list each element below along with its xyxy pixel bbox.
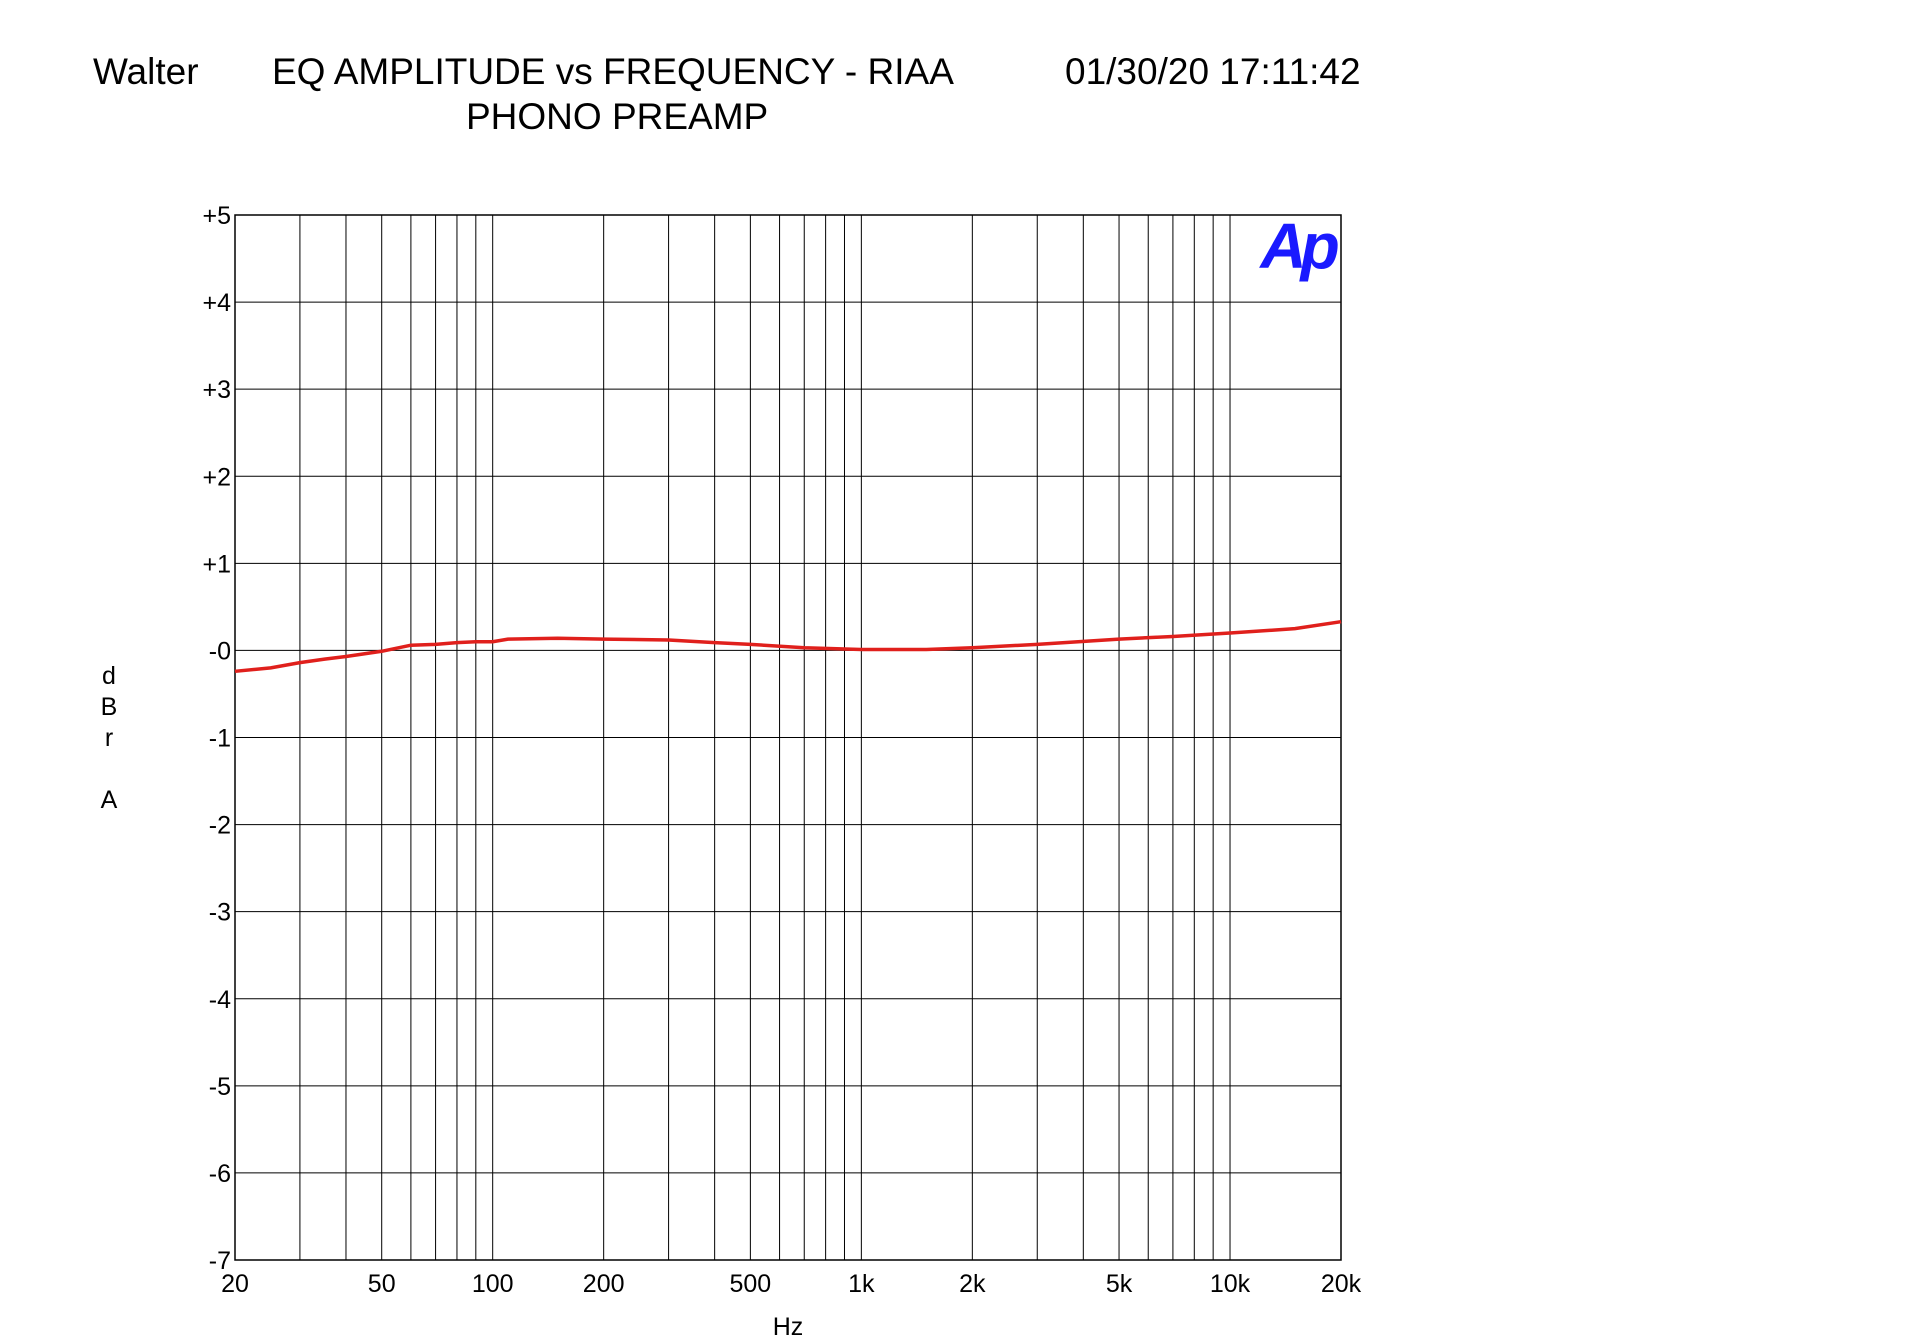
y-tick-label: +4 — [202, 289, 231, 317]
y-tick-label: +2 — [202, 463, 231, 491]
chart-title: EQ AMPLITUDE vs FREQUENCY - RIAA — [272, 51, 954, 92]
plot-frame — [234, 214, 1342, 1261]
y-tick-label: -5 — [209, 1073, 231, 1101]
logo: Ap — [1258, 210, 1338, 282]
y-tick-label: -3 — [209, 899, 231, 927]
y-tick-label: -7 — [209, 1247, 231, 1275]
header: Walter — [93, 51, 199, 92]
y-tick-label: -1 — [209, 725, 231, 753]
y-tick-label: -0 — [209, 637, 231, 665]
x-tick-label: 1k — [848, 1270, 875, 1298]
y-tick-label: +5 — [202, 202, 231, 230]
y-tick-label: -4 — [209, 986, 231, 1014]
x-tick-label: 50 — [368, 1270, 396, 1298]
x-tick-label: 100 — [472, 1270, 514, 1298]
x-tick-label: 200 — [583, 1270, 625, 1298]
timestamp: 01/30/20 17:11:42 — [1065, 51, 1361, 92]
y-tick-label: -6 — [209, 1160, 231, 1188]
x-tick-label: 500 — [730, 1270, 772, 1298]
x-axis-label: Hz — [773, 1313, 804, 1341]
x-tick-label: 2k — [959, 1270, 986, 1298]
y-tick-label: -2 — [209, 812, 231, 840]
x-tick-label: 5k — [1106, 1270, 1133, 1298]
y-tick-label: +3 — [202, 376, 231, 404]
y-tick-label: +1 — [202, 550, 231, 578]
x-tick-label: 10k — [1210, 1270, 1251, 1298]
chart-subtitle: PHONO PREAMP — [466, 96, 768, 137]
x-tick-label: 20 — [221, 1270, 249, 1298]
data-line — [234, 619, 1342, 674]
x-tick-label: 20k — [1321, 1270, 1362, 1298]
